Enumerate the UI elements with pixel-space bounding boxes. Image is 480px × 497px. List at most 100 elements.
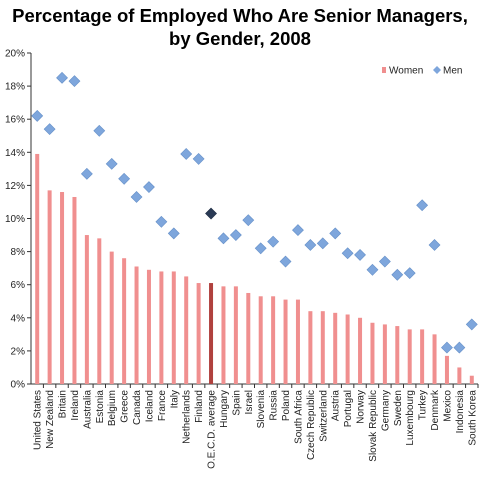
women-bar: [395, 326, 400, 384]
x-tick-label: Sweden: [393, 390, 404, 426]
x-tick-label: Spain: [231, 390, 242, 416]
women-bar: [134, 266, 139, 384]
women-bar: [308, 311, 313, 384]
men-marker: [453, 341, 466, 354]
women-bar: [122, 258, 127, 384]
men-marker: [366, 263, 379, 276]
women-bar: [184, 276, 189, 384]
women-bar: [159, 271, 164, 384]
x-tick-label: Luxembourg: [405, 390, 416, 446]
x-tick-label: Greece: [120, 390, 131, 423]
men-marker: [68, 75, 81, 88]
women-bar: [358, 317, 363, 384]
x-tick-label: Slovenia: [256, 390, 267, 429]
x-tick-label: Italy: [169, 390, 180, 408]
women-bar: [420, 329, 425, 384]
x-tick-label: Slovak Republic: [368, 390, 379, 462]
plot-area: 0% 2% 4% 6% 8% 10% 12% 14% 16% 18% 20% United State…: [5, 49, 479, 469]
women-bar: [457, 367, 462, 384]
chart-title: Percentage of Employed Who Are Senior Ma…: [0, 4, 480, 50]
x-tick-label: New Zealand: [45, 390, 56, 449]
men-marker: [354, 248, 366, 261]
x-tick-label: Portugal: [343, 390, 354, 427]
x-tick-label: Hungary: [219, 390, 230, 428]
men-marker: [304, 239, 317, 251]
women-bar: [246, 292, 251, 384]
women-bar: [221, 286, 226, 384]
men-marker: [43, 123, 56, 136]
men-marker: [31, 109, 44, 122]
x-tick-label: Estonia: [95, 390, 106, 424]
women-bar: [258, 296, 263, 384]
x-tick-label: Germany: [380, 390, 391, 431]
x-tick-label: France: [157, 390, 168, 422]
x-tick-label: Norway: [356, 390, 367, 424]
women-bar: [283, 299, 288, 384]
men-marker: [130, 191, 143, 203]
x-tick-label: Israel: [244, 390, 255, 414]
women-bar: [469, 375, 474, 384]
legend-women-label: Women: [389, 66, 423, 77]
women-bar: [109, 251, 114, 384]
x-tick-label: Britain: [58, 390, 69, 418]
men-marker: [180, 148, 193, 160]
women-bar: [271, 296, 276, 384]
x-tick-label: Finland: [194, 390, 205, 423]
x-tick-label: Czech Republic: [306, 390, 317, 460]
x-tick-label: Australia: [82, 390, 93, 429]
y-tick-label: 18%: [5, 82, 25, 93]
y-tick-label: 6%: [11, 280, 26, 291]
women-bar: [47, 190, 52, 384]
women-bar: [295, 299, 300, 384]
x-tick-label: Mexico: [442, 390, 453, 422]
men-marker: [167, 227, 180, 240]
men-marker: [341, 247, 354, 260]
women-bar: [370, 322, 375, 384]
women-bar: [60, 192, 65, 384]
chart-title-line-2: by Gender, 2008: [169, 28, 311, 49]
x-tick-label: Canada: [132, 390, 143, 425]
x-tick-label: Denmark: [430, 389, 441, 431]
men-marker: [329, 227, 342, 240]
x-tick-label: Iceland: [144, 390, 155, 422]
women-bar: [146, 269, 151, 384]
men-marker: [267, 235, 280, 248]
x-tick-label: Netherlands: [182, 390, 193, 444]
men-marker: [441, 341, 453, 354]
women-bar: [382, 324, 387, 384]
women-bar: [444, 355, 449, 384]
men-marker: [242, 214, 255, 227]
chart-title-line-1: Percentage of Employed Who Are Senior Ma…: [12, 5, 468, 26]
men-marker: [279, 255, 292, 268]
men-marker: [192, 152, 205, 165]
men-marker: [143, 181, 155, 193]
men-marker: [118, 172, 131, 185]
men-marker: [217, 232, 230, 245]
y-tick-label: 12%: [5, 181, 25, 192]
x-tick-label: Switzerland: [318, 390, 329, 442]
men-marker: [378, 255, 391, 268]
women-bar: [432, 334, 437, 384]
men-marker: [80, 167, 93, 180]
legend-women-swatch: [382, 67, 386, 73]
men-marker: [416, 199, 429, 212]
women-bar: [209, 283, 214, 384]
y-tick-label: 10%: [5, 214, 25, 225]
men-marker: [316, 237, 329, 250]
men-marker: [403, 267, 416, 280]
legend-men-swatch: [433, 66, 441, 74]
y-tick-label: 14%: [5, 148, 25, 159]
men-marker: [105, 157, 118, 170]
men-marker: [93, 124, 106, 137]
women-bar: [97, 238, 102, 384]
chart-legend: Women Men: [382, 66, 462, 77]
women-bar: [35, 153, 40, 384]
y-tick-label: 2%: [11, 346, 26, 357]
men-marker: [56, 71, 68, 84]
x-tick-label: South Korea: [467, 390, 478, 446]
women-bar: [407, 329, 412, 384]
x-tick-label: Austria: [331, 390, 342, 422]
men-marker: [292, 224, 304, 237]
men-marker: [391, 268, 404, 281]
women-bar: [333, 312, 338, 384]
